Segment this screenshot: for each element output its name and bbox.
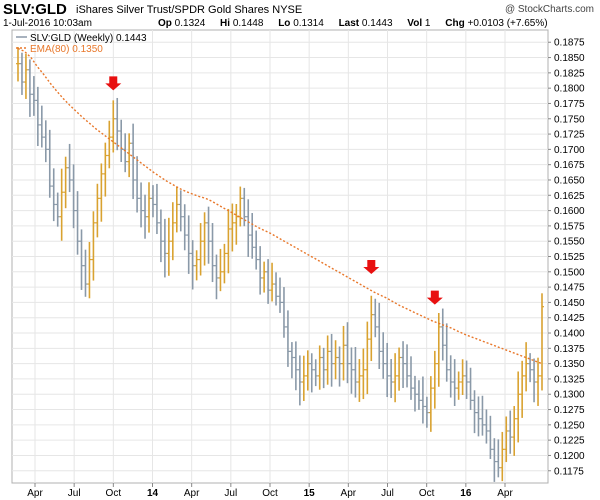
signal-arrow — [363, 260, 380, 275]
copyright-text: @ StockCharts.com — [504, 4, 594, 15]
open-label: Op — [158, 18, 172, 29]
y-tick-label: 0.1450 — [554, 298, 585, 309]
x-tick-label: Oct — [262, 488, 278, 499]
y-tick-label: 0.1275 — [554, 405, 585, 416]
y-tick-label: 0.1425 — [554, 313, 585, 324]
y-tick-label: 0.1500 — [554, 267, 585, 278]
exchange-text: NYSE — [272, 4, 303, 16]
y-tick-label: 0.1225 — [554, 436, 585, 447]
y-tick-label: 0.1625 — [554, 191, 585, 202]
y-tick-label: 0.1775 — [554, 99, 585, 110]
y-tick-label: 0.1550 — [554, 237, 585, 248]
quote-summary: Op 0.1324 Hi 0.1448 Lo 0.1314 Last 0.144… — [158, 18, 560, 29]
last-value: 0.1443 — [361, 18, 393, 29]
security-description: iShares Silver Trust/SPDR Gold Shares NY… — [76, 4, 302, 16]
y-tick-label: 0.1250 — [554, 420, 585, 431]
y-tick-label: 0.1375 — [554, 344, 585, 355]
x-tick-label: Apr — [497, 488, 513, 499]
legend-price-series: SLV:GLD (Weekly) 0.1443 — [30, 33, 147, 44]
chart-header: SLV:GLD iShares Silver Trust/SPDR Gold S… — [0, 0, 600, 30]
x-tick-label: 14 — [147, 488, 159, 499]
ema-line — [17, 47, 543, 365]
x-tick-label: 15 — [304, 488, 316, 499]
signal-arrow — [426, 290, 443, 305]
y-tick-label: 0.1200 — [554, 451, 585, 462]
y-tick-label: 0.1475 — [554, 283, 585, 294]
y-tick-label: 0.1300 — [554, 390, 585, 401]
x-tick-label: Apr — [27, 488, 43, 499]
x-tick-label: 16 — [460, 488, 472, 499]
y-tick-label: 0.1700 — [554, 145, 585, 156]
y-tick-label: 0.1400 — [554, 329, 585, 340]
x-tick-label: Jul — [381, 488, 394, 499]
y-tick-label: 0.1600 — [554, 206, 585, 217]
quote-datetime: 1-Jul-2016 10:03am — [3, 18, 92, 29]
y-tick-label: 0.1725 — [554, 130, 585, 141]
open-value: 0.1324 — [174, 18, 206, 29]
chg-value: +0.0103 (+7.65%) — [467, 18, 548, 29]
y-tick-label: 0.1350 — [554, 359, 585, 370]
low-value: 0.1314 — [293, 18, 324, 29]
y-tick-label: 0.1675 — [554, 160, 585, 171]
y-tick-label: 0.1525 — [554, 252, 585, 263]
x-tick-label: Oct — [106, 488, 122, 499]
y-tick-label: 0.1800 — [554, 84, 585, 95]
y-tick-label: 0.1850 — [554, 53, 585, 64]
x-tick-label: Apr — [341, 488, 357, 499]
y-tick-label: 0.1825 — [554, 68, 585, 79]
description-text: iShares Silver Trust/SPDR Gold Shares — [76, 4, 270, 16]
vol-label: Vol — [407, 18, 423, 29]
chg-label: Chg — [445, 18, 465, 29]
last-label: Last — [338, 18, 360, 29]
y-tick-label: 0.1750 — [554, 114, 585, 125]
y-tick-label: 0.1575 — [554, 221, 585, 232]
x-tick-label: Jul — [68, 488, 81, 499]
y-tick-label: 0.1875 — [554, 38, 585, 49]
high-value: 0.1448 — [232, 18, 264, 29]
x-tick-label: Apr — [184, 488, 200, 499]
signal-arrow — [105, 76, 122, 91]
y-tick-label: 0.1325 — [554, 374, 585, 385]
high-label: Hi — [220, 18, 231, 29]
low-label: Lo — [278, 18, 291, 29]
x-tick-label: Oct — [419, 488, 435, 499]
y-tick-label: 0.1175 — [554, 466, 584, 477]
vol-value: 1 — [424, 18, 431, 29]
y-tick-label: 0.1650 — [554, 175, 585, 186]
ticker-symbol: SLV:GLD — [3, 1, 67, 18]
x-tick-label: Jul — [224, 488, 237, 499]
legend-ema-series: EMA(80) 0.1350 — [30, 44, 103, 55]
